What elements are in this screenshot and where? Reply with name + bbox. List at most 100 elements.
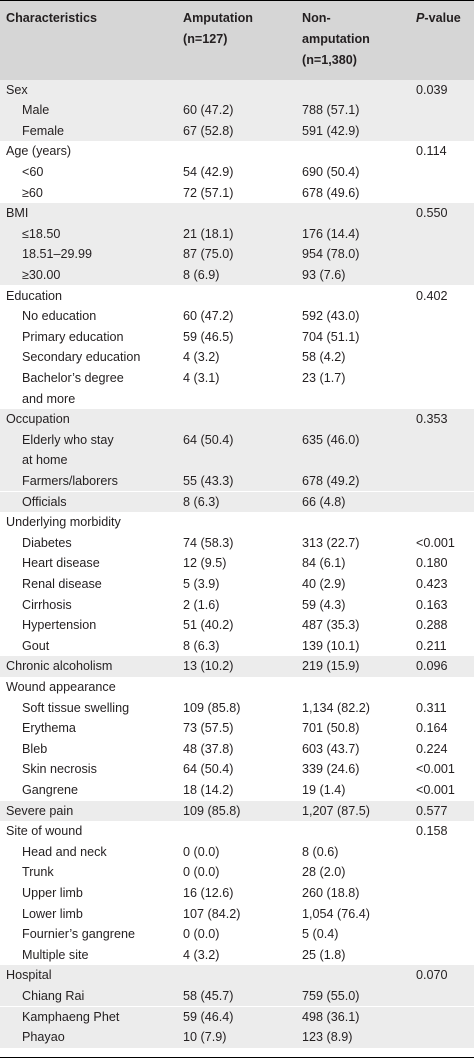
non-amputation-value: 260 (18.8): [302, 885, 360, 900]
amputation-value: 55 (43.3): [183, 473, 234, 488]
non-amputation-value: 704 (51.1): [302, 329, 360, 344]
table-row: Bachelor’s degree 4 (3.1) 23 (1.7): [0, 368, 474, 389]
row-label: Underlying morbidity: [6, 515, 121, 530]
non-amputation-value: 123 (8.9): [302, 1030, 353, 1045]
amputation-value: 58 (45.7): [183, 988, 234, 1003]
p-value: 0.180: [416, 556, 448, 571]
non-amputation-value: 28 (2.0): [302, 865, 346, 880]
amputation-value: 8 (6.9): [183, 267, 220, 282]
table-row: Bleb 48 (37.8) 603 (43.7) 0.224: [0, 739, 474, 760]
header-p-value: P-value: [416, 8, 461, 29]
amputation-value: 10 (7.9): [183, 1030, 227, 1045]
row-label: Cirrhosis: [22, 597, 72, 612]
row-label: ≤18.50: [22, 226, 61, 241]
amputation-value: 12 (9.5): [183, 556, 227, 571]
table-header: Characteristics Amputation (n=127) Non- …: [0, 0, 474, 81]
amputation-value: 59 (46.5): [183, 329, 234, 344]
non-amputation-value: 176 (14.4): [302, 226, 360, 241]
table-row: Sex 0.039: [0, 79, 474, 101]
row-label: at home: [22, 453, 68, 468]
non-amputation-value: 759 (55.0): [302, 988, 360, 1003]
non-amputation-value: 8 (0.6): [302, 844, 339, 859]
non-amputation-value: 59 (4.3): [302, 597, 346, 612]
row-label: Farmers/laborers: [22, 473, 118, 488]
row-label: Primary education: [22, 329, 124, 344]
header-non-amputation-line1: Non-: [302, 11, 331, 25]
p-value: 0.224: [416, 741, 448, 756]
table-row: Chiang Rai 58 (45.7) 759 (55.0): [0, 985, 474, 1007]
row-label: Diabetes: [22, 535, 72, 550]
amputation-value: 4 (3.1): [183, 370, 220, 385]
p-value: <0.001: [416, 782, 455, 797]
amputation-value: 18 (14.2): [183, 782, 234, 797]
row-label: Gout: [22, 638, 50, 653]
row-label: Kamphaeng Phet: [22, 1009, 120, 1024]
non-amputation-value: 487 (35.3): [302, 618, 360, 633]
table-row: 18.51–29.99 87 (75.0) 954 (78.0): [0, 244, 474, 265]
p-value: 0.353: [416, 412, 448, 427]
table-row: Fournier’s gangrene 0 (0.0) 5 (0.4): [0, 924, 474, 945]
amputation-value: 4 (3.2): [183, 947, 220, 962]
amputation-value: 0 (0.0): [183, 927, 220, 942]
row-label: Skin necrosis: [22, 762, 97, 777]
table-row: Age (years) 0.114: [0, 141, 474, 162]
table-row: Wound appearance: [0, 677, 474, 698]
header-non-amputation-line3: (n=1,380): [302, 53, 357, 67]
non-amputation-value: 701 (50.8): [302, 721, 360, 736]
row-label: Hypertension: [22, 618, 97, 633]
amputation-value: 109 (85.8): [183, 700, 241, 715]
p-value: 0.402: [416, 288, 448, 303]
row-label: Fournier’s gangrene: [22, 927, 135, 942]
row-label: Officials: [22, 494, 67, 509]
row-label: Site of wound: [6, 824, 83, 839]
non-amputation-value: 66 (4.8): [302, 494, 346, 509]
non-amputation-value: 23 (1.7): [302, 370, 346, 385]
row-label: BMI: [6, 206, 29, 221]
amputation-value: 8 (6.3): [183, 494, 220, 509]
row-label: 18.51–29.99: [22, 247, 93, 262]
amputation-value: 0 (0.0): [183, 844, 220, 859]
non-amputation-value: 1,134 (82.2): [302, 700, 370, 715]
p-value: 0.070: [416, 968, 448, 983]
header-p-suffix: -value: [424, 11, 461, 25]
non-amputation-value: 25 (1.8): [302, 947, 346, 962]
p-value: 0.423: [416, 576, 448, 591]
amputation-value: 60 (47.2): [183, 309, 234, 324]
amputation-value: 0 (0.0): [183, 865, 220, 880]
amputation-value: 48 (37.8): [183, 741, 234, 756]
table-row: Diabetes 74 (58.3) 313 (22.7) <0.001: [0, 533, 474, 554]
row-label: Soft tissue swelling: [22, 700, 130, 715]
non-amputation-value: 788 (57.1): [302, 103, 360, 118]
row-label: Chiang Rai: [22, 988, 85, 1003]
row-label: Hospital: [6, 968, 52, 983]
row-label: Erythema: [22, 721, 76, 736]
row-label: Education: [6, 288, 63, 303]
row-label: Secondary education: [22, 350, 141, 365]
row-label: and more: [22, 391, 76, 406]
row-label: Phayao: [22, 1030, 65, 1045]
amputation-value: 64 (50.4): [183, 762, 234, 777]
row-label: Chronic alcoholism: [6, 659, 113, 674]
non-amputation-value: 139 (10.1): [302, 638, 360, 653]
header-amputation-line2: (n=127): [183, 32, 228, 46]
amputation-value: 87 (75.0): [183, 247, 234, 262]
amputation-value: 4 (3.2): [183, 350, 220, 365]
non-amputation-value: 635 (46.0): [302, 432, 360, 447]
row-label: ≥60: [22, 185, 43, 200]
non-amputation-value: 498 (36.1): [302, 1009, 360, 1024]
amputation-value: 2 (1.6): [183, 597, 220, 612]
table-row: Chronic alcoholism 13 (10.2) 219 (15.9) 0.0…: [0, 656, 474, 677]
table-row: Site of wound 0.158: [0, 821, 474, 842]
table-row: Secondary education 4 (3.2) 58 (4.2): [0, 347, 474, 368]
p-value: 0.550: [416, 206, 448, 221]
table-row: Renal disease 5 (3.9) 40 (2.9) 0.423: [0, 574, 474, 595]
amputation-value: 59 (46.4): [183, 1009, 234, 1024]
row-label: No education: [22, 309, 97, 324]
table-row: Head and neck 0 (0.0) 8 (0.6): [0, 842, 474, 863]
table-row: Cirrhosis 2 (1.6) 59 (4.3) 0.163: [0, 595, 474, 616]
non-amputation-value: 1,054 (76.4): [302, 906, 370, 921]
non-amputation-value: 678 (49.2): [302, 473, 360, 488]
row-label: Sex: [6, 82, 28, 97]
row-label: Male: [22, 103, 50, 118]
